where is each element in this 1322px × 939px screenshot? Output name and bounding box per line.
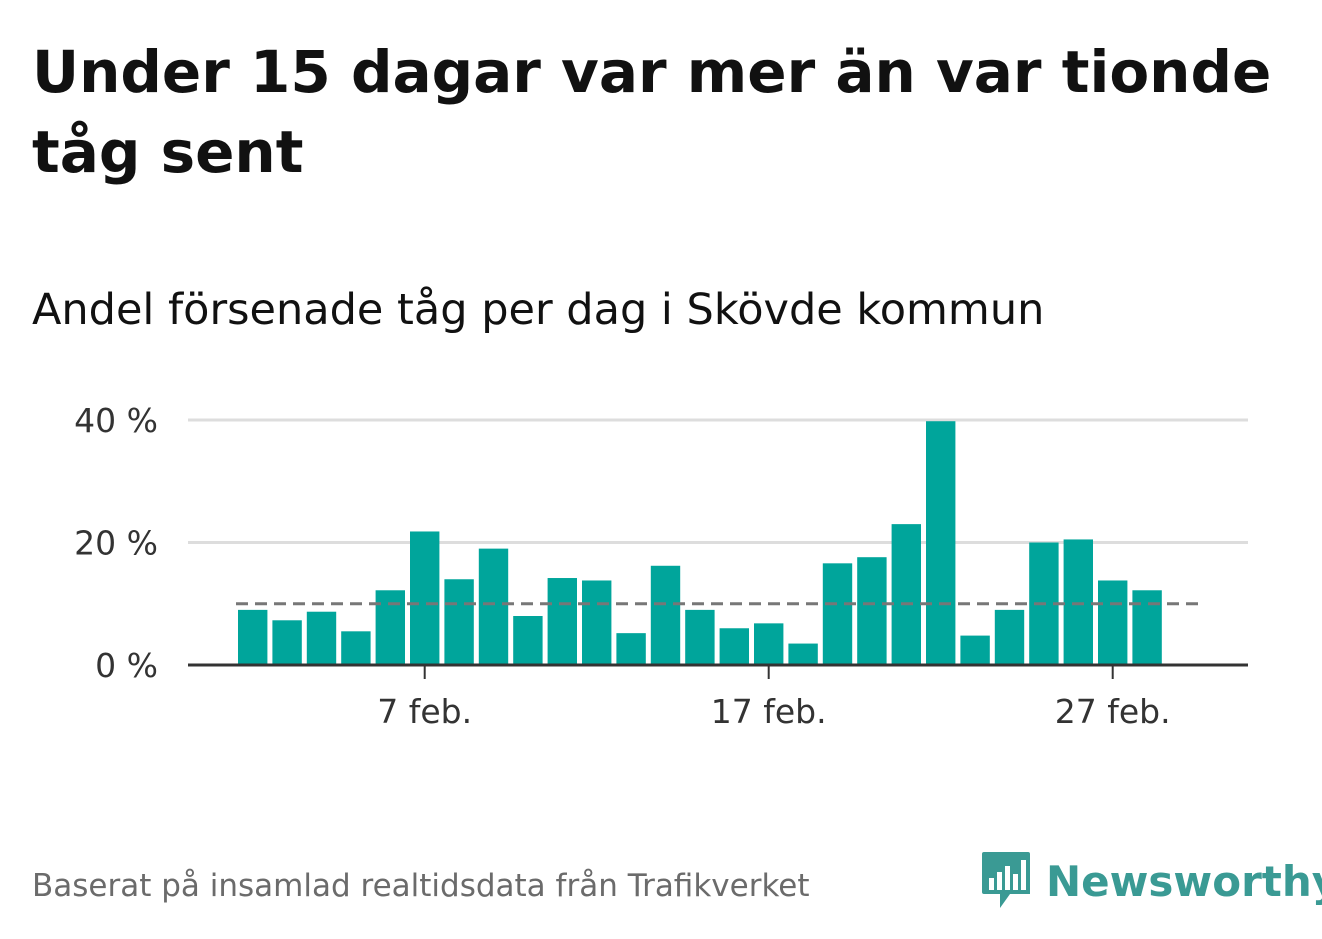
bar bbox=[754, 623, 784, 665]
bar bbox=[685, 609, 715, 665]
bar-chart: 0 % 20 % 40 % 7 feb. 17 feb. 27 feb. bbox=[74, 401, 1248, 731]
bar bbox=[994, 609, 1025, 665]
brand-logo[interactable]: Newsworthy bbox=[980, 850, 1322, 912]
bar bbox=[1063, 539, 1093, 665]
bar bbox=[444, 579, 474, 665]
bar bbox=[547, 578, 577, 665]
bar bbox=[238, 609, 268, 665]
bar bbox=[822, 563, 853, 665]
y-tick-label: 40 % bbox=[74, 401, 158, 440]
chart-subtitle: Andel försenade tåg per dag i Skövde kom… bbox=[32, 285, 1045, 335]
bar bbox=[926, 421, 956, 665]
x-tick-label: 17 feb. bbox=[711, 692, 827, 731]
chart-title: Under 15 dagar var mer än var tionde tåg… bbox=[32, 38, 1272, 186]
bar bbox=[857, 557, 887, 665]
bar bbox=[719, 628, 749, 665]
bar bbox=[960, 635, 990, 665]
bar bbox=[616, 633, 646, 665]
bar bbox=[341, 631, 371, 665]
bar bbox=[1098, 580, 1128, 665]
bar bbox=[891, 524, 921, 665]
bar bbox=[375, 590, 405, 665]
bar bbox=[788, 643, 818, 665]
bar bbox=[1132, 590, 1162, 665]
bar bbox=[410, 531, 440, 665]
bar bbox=[513, 616, 543, 665]
y-tick-label: 20 % bbox=[74, 524, 158, 563]
bar bbox=[650, 565, 681, 665]
x-tick-label: 7 feb. bbox=[377, 692, 472, 731]
bar bbox=[272, 620, 302, 665]
newsworthy-bar-chart-icon bbox=[982, 852, 1030, 908]
bar bbox=[478, 548, 509, 665]
source-note: Baserat på insamlad realtidsdata från Tr… bbox=[32, 868, 810, 904]
bar bbox=[582, 580, 612, 665]
y-tick-label: 0 % bbox=[95, 646, 158, 685]
x-tick-label: 27 feb. bbox=[1055, 692, 1171, 731]
bar bbox=[306, 611, 337, 665]
brand-name: Newsworthy bbox=[1046, 856, 1322, 906]
